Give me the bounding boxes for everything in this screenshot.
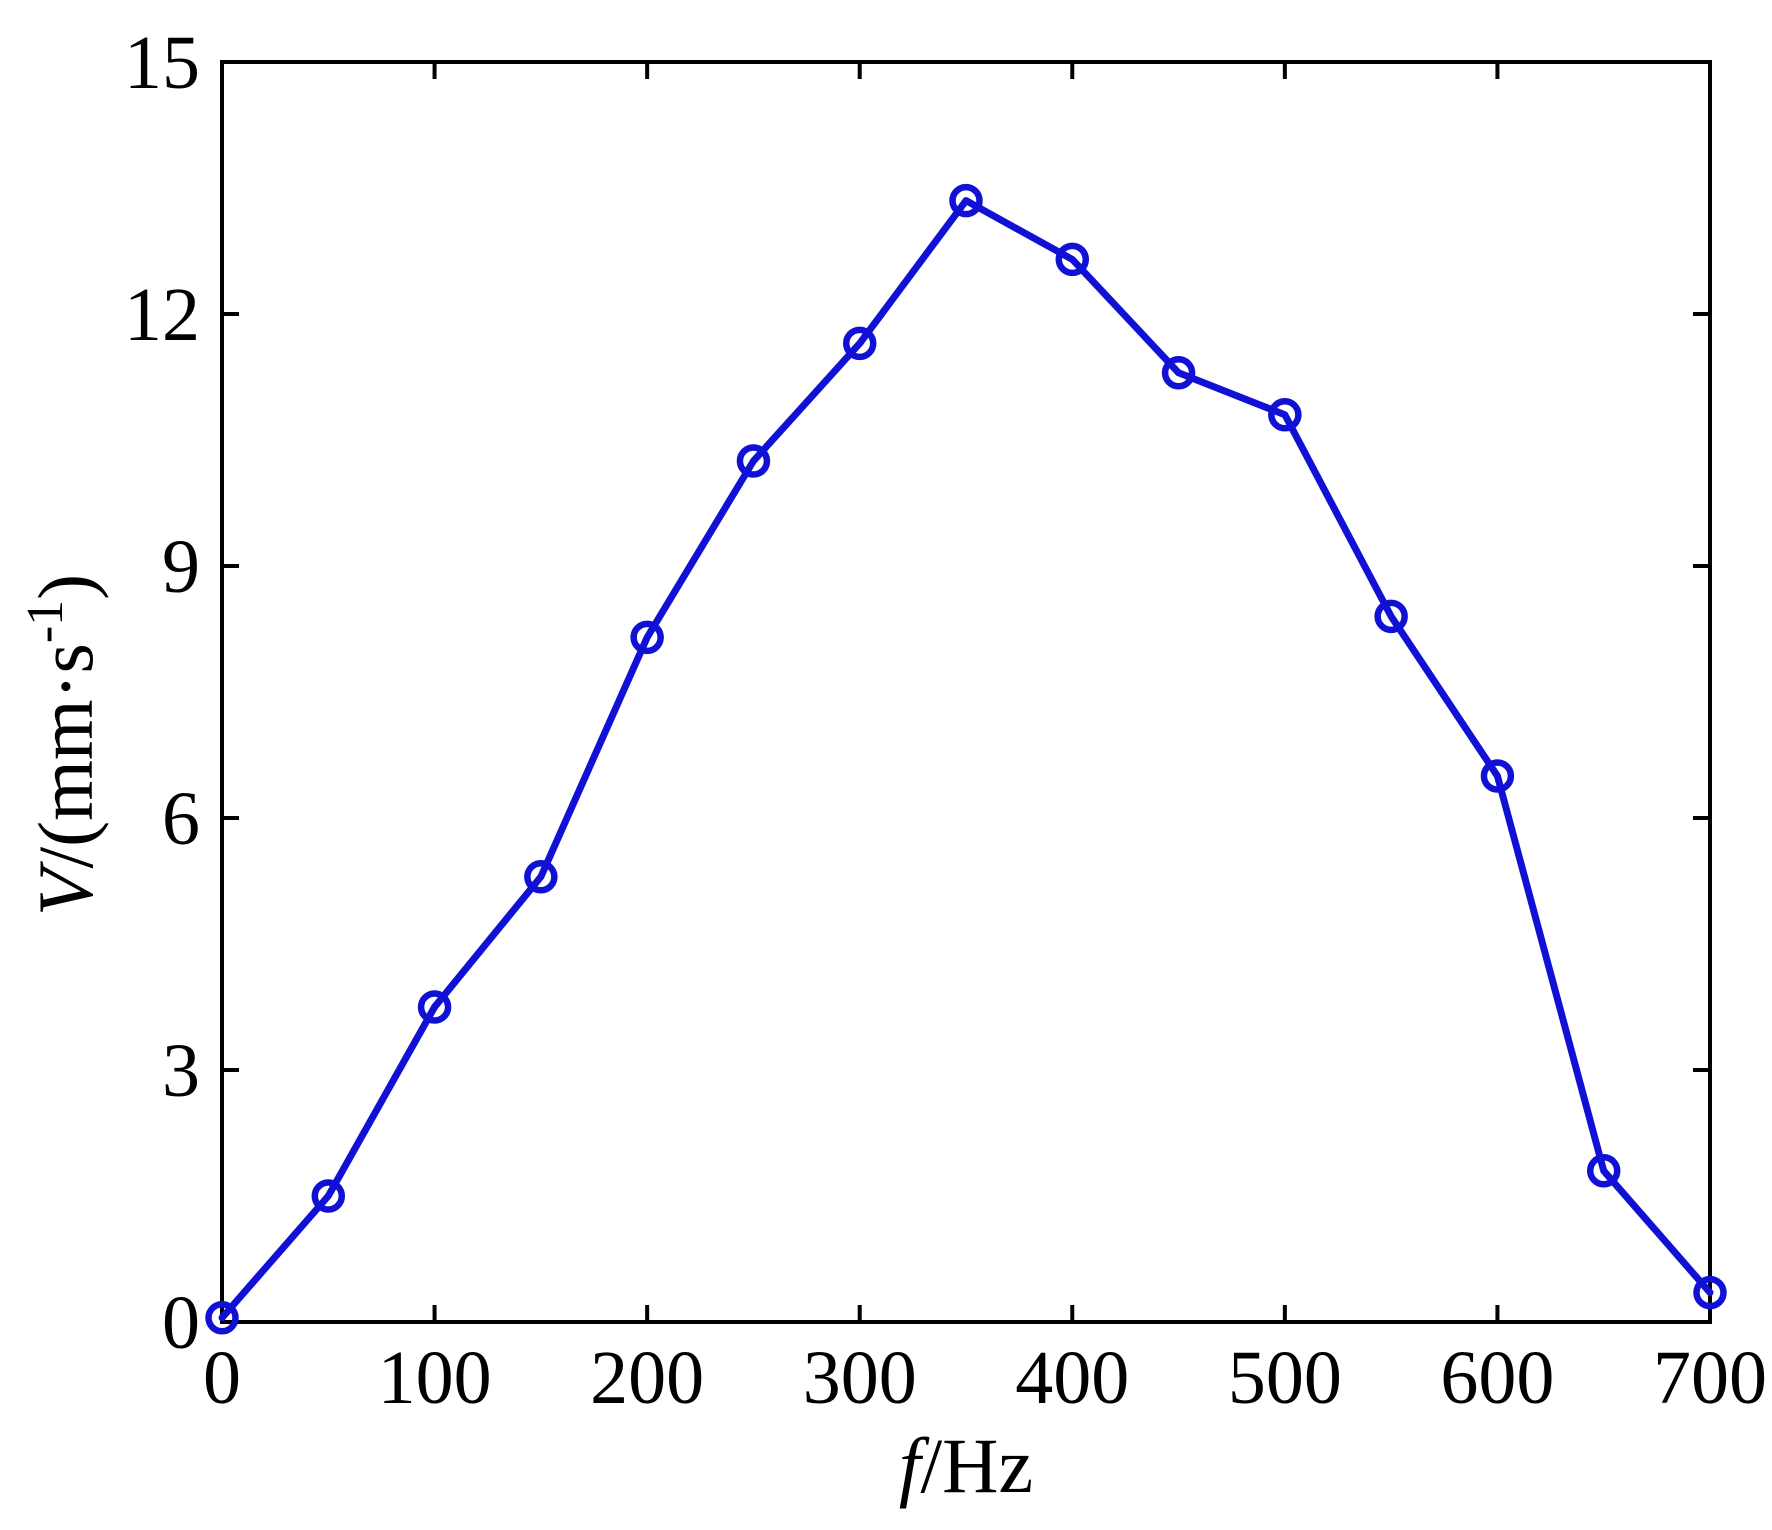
y-tick-label: 0 bbox=[162, 1281, 200, 1365]
x-tick-label: 300 bbox=[803, 1336, 917, 1420]
y-tick-label: 3 bbox=[162, 1029, 200, 1113]
data-point-marker bbox=[1480, 759, 1515, 793]
data-point-marker bbox=[1693, 1275, 1727, 1310]
data-point-marker bbox=[1374, 599, 1408, 634]
y-tick-label: 9 bbox=[162, 525, 200, 609]
y-axis-label: V/(mm·s-1) bbox=[17, 574, 109, 916]
x-axis-label: f/Hz bbox=[899, 1422, 1033, 1509]
x-tick-label: 200 bbox=[590, 1336, 704, 1420]
axis-ticks bbox=[220, 60, 1712, 1324]
y-axis-tick-labels: 0 3 6 9 12 15 bbox=[124, 21, 200, 1365]
data-point-marker bbox=[1055, 242, 1090, 277]
y-axis-label-superscript: -1 bbox=[17, 600, 74, 643]
data-point-marker bbox=[949, 183, 983, 218]
data-line bbox=[218, 197, 1714, 1322]
plot-border bbox=[220, 60, 1712, 1324]
x-tick-label: 700 bbox=[1653, 1336, 1767, 1420]
data-point-marker bbox=[311, 1179, 346, 1213]
data-series bbox=[205, 183, 1727, 1335]
x-tick-label: 400 bbox=[1015, 1336, 1129, 1420]
x-axis-tick-labels: 0 100 200 300 400 500 600 700 bbox=[203, 1336, 1767, 1420]
x-tick-label: 600 bbox=[1440, 1336, 1554, 1420]
data-point-marker bbox=[1586, 1154, 1621, 1188]
x-tick-label: 100 bbox=[378, 1336, 492, 1420]
x-tick-label: 0 bbox=[203, 1336, 241, 1420]
y-tick-label: 15 bbox=[124, 21, 200, 105]
data-point-marker bbox=[1268, 398, 1302, 432]
x-axis-label-unit: /Hz bbox=[921, 1422, 1034, 1509]
data-point-marker bbox=[736, 444, 771, 478]
data-point-marker bbox=[524, 860, 558, 894]
y-axis-label-symbol: V bbox=[22, 860, 109, 916]
y-tick-label: 6 bbox=[162, 777, 200, 861]
data-point-marker bbox=[842, 326, 877, 361]
y-axis-label-unit-open: /(mm·s bbox=[22, 643, 109, 868]
y-axis-label-unit-close: ) bbox=[22, 574, 109, 600]
data-point-marker bbox=[205, 1301, 239, 1335]
data-point-marker bbox=[417, 990, 452, 1024]
data-point-marker bbox=[630, 620, 664, 655]
y-tick-label: 12 bbox=[124, 273, 200, 357]
data-point-marker bbox=[1161, 356, 1196, 390]
x-tick-label: 500 bbox=[1228, 1336, 1342, 1420]
